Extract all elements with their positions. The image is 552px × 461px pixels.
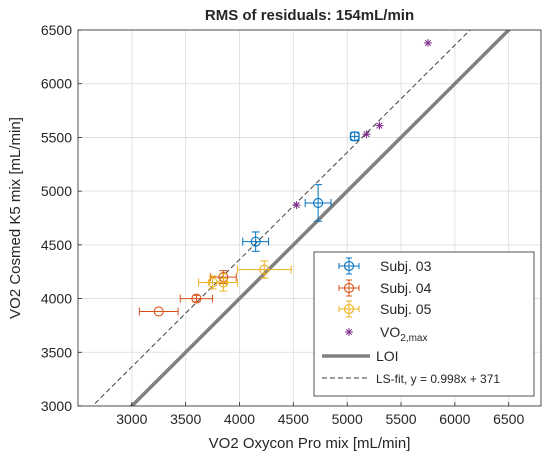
x-tick-label: 4000 bbox=[224, 411, 255, 427]
legend-label: LS-fit, y = 0.998x + 371 bbox=[376, 372, 500, 386]
y-tick-label: 6500 bbox=[41, 22, 72, 38]
y-tick-label: 4000 bbox=[41, 291, 72, 307]
legend-label: Subj. 04 bbox=[380, 280, 432, 296]
subj-point-2 bbox=[138, 306, 179, 317]
subj-point-2 bbox=[179, 293, 214, 304]
legend-symbol-2 bbox=[338, 279, 360, 297]
legend-symbol-1 bbox=[338, 257, 360, 275]
legend: Subj. 03 Subj. 04 Subj. 05 VO2,max LOI LS-fit… bbox=[313, 251, 535, 397]
legend-symbol-3 bbox=[338, 300, 360, 318]
y-tick-label: 3000 bbox=[41, 398, 72, 414]
x-tick-label: 3000 bbox=[116, 411, 147, 427]
data-marks bbox=[138, 38, 432, 317]
chart-title: RMS of residuals: 154mL/min bbox=[205, 7, 414, 24]
loi-line bbox=[129, 30, 512, 406]
y-axis-label: VO2 Cosmed K5 mix [mL/min] bbox=[7, 117, 24, 319]
legend-label: Subj. 05 bbox=[380, 301, 432, 317]
fit-lines bbox=[91, 30, 512, 406]
vo2max-point bbox=[375, 121, 384, 130]
vo2max-point bbox=[292, 201, 301, 210]
legend-label: VO2,max bbox=[380, 324, 427, 344]
legend-symbol-vo2max bbox=[345, 328, 353, 336]
vo2max-point bbox=[423, 38, 432, 47]
y-tick-label: 3500 bbox=[41, 344, 72, 360]
vo2max-point bbox=[362, 130, 371, 139]
y-tick-label: 4500 bbox=[41, 237, 72, 253]
x-tick-label: 4500 bbox=[278, 411, 309, 427]
subj-point-3 bbox=[236, 260, 292, 279]
x-tick-label: 6000 bbox=[439, 411, 470, 427]
x-tick-label: 5500 bbox=[385, 411, 416, 427]
legend-label: LOI bbox=[376, 348, 399, 364]
y-tick-label: 5000 bbox=[41, 183, 72, 199]
tick-labels: 3000 3500 4000 4500 5000 5500 6000 6500 3000 3500… bbox=[41, 22, 525, 427]
legend-label: Subj. 03 bbox=[380, 258, 432, 274]
subj-point-3 bbox=[208, 273, 238, 292]
plot-frame bbox=[77, 29, 542, 407]
y-tick-label: 5500 bbox=[41, 129, 72, 145]
y-tick-label: 6000 bbox=[41, 76, 72, 92]
subj-point-1 bbox=[304, 184, 332, 222]
x-axis-label: VO2 Oxycon Pro mix [mL/min] bbox=[209, 435, 411, 452]
legend-box bbox=[313, 251, 535, 397]
x-tick-label: 3500 bbox=[170, 411, 201, 427]
subj-point-1 bbox=[349, 131, 360, 142]
ls-fit-line bbox=[91, 30, 471, 406]
x-tick-label: 5000 bbox=[332, 411, 363, 427]
x-tick-label: 6500 bbox=[493, 411, 524, 427]
subj-point-1 bbox=[242, 231, 270, 252]
